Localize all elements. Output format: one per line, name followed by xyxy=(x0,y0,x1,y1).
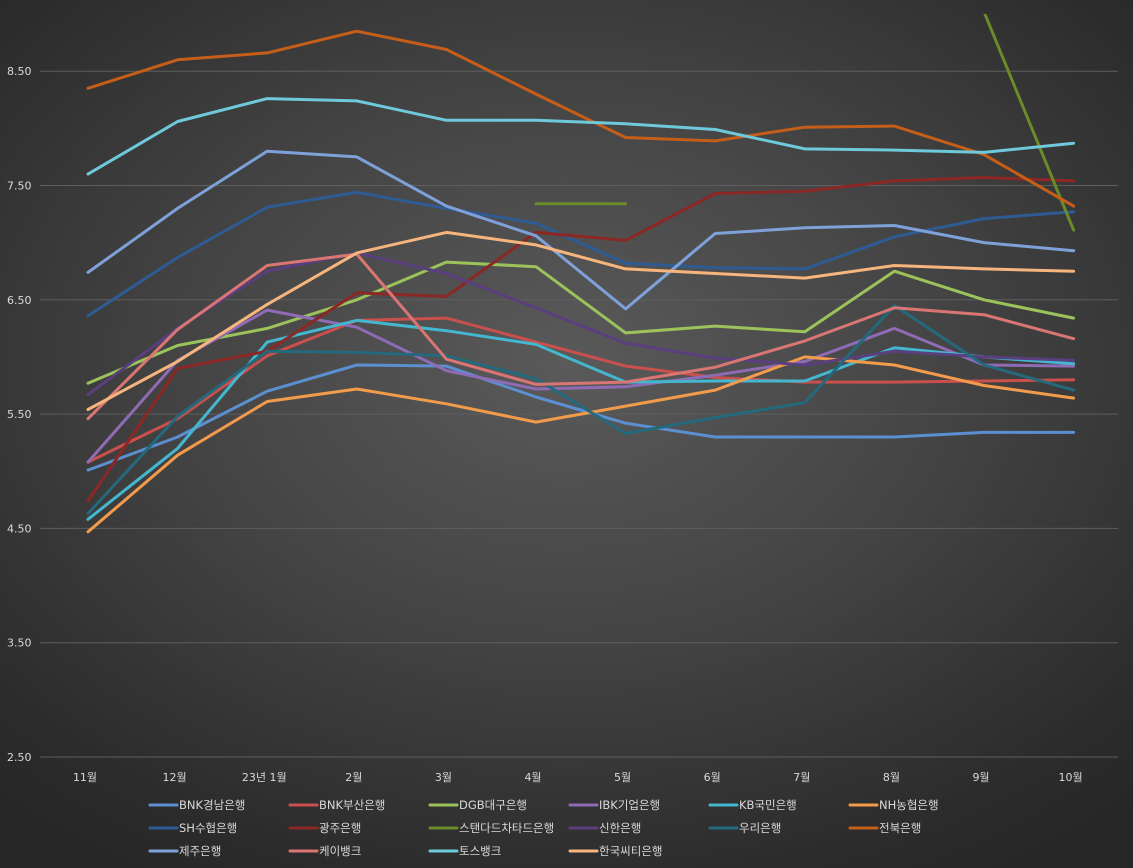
y-tick-label: 3.50 xyxy=(7,637,32,650)
series-2 xyxy=(86,316,1076,464)
legend-item: 우리은행 xyxy=(708,821,781,835)
legend-label: BNK부산은행 xyxy=(319,798,385,812)
legend-item: IBK기업은행 xyxy=(568,798,660,812)
legend-label: NH농협은행 xyxy=(879,798,939,812)
x-tick-label: 12월 xyxy=(163,771,187,784)
legend-label: 전북은행 xyxy=(879,821,921,835)
series-line xyxy=(86,176,1076,503)
x-tick-label: 11월 xyxy=(73,771,97,784)
x-tick-label: 8월 xyxy=(883,771,900,784)
series-line xyxy=(86,363,1076,472)
x-tick-label: 5월 xyxy=(614,771,631,784)
legend-item: 신한은행 xyxy=(568,821,641,835)
series-16 xyxy=(86,230,1076,411)
legend: BNK경남은행 BNK부산은행 DGB대구은행 IBK기업은행 KB국민은행 NH농협은행… xyxy=(148,798,939,858)
legend-label: 스탠다드차타드은행 xyxy=(459,821,554,835)
y-tick-label: 5.50 xyxy=(7,408,32,421)
y-tick-label: 4.50 xyxy=(7,522,32,535)
y-axis-tick-labels: 2.50 3.50 4.50 5.50 6.50 7.50 8.50 xyxy=(7,65,32,764)
series-8 xyxy=(86,176,1076,503)
legend-item: SH수협은행 xyxy=(148,821,237,835)
legend-item: NH농협은행 xyxy=(848,798,939,812)
legend-label: 제주은행 xyxy=(179,844,221,858)
series-11 xyxy=(86,304,1076,515)
y-tick-label: 8.50 xyxy=(7,65,32,78)
series-9 xyxy=(534,14,1076,232)
legend-item: 스탠다드차타드은행 xyxy=(428,821,554,835)
legend-label: KB국민은행 xyxy=(739,798,797,812)
series-line xyxy=(86,251,1076,397)
series-13 xyxy=(86,149,1076,311)
legend-item: 전북은행 xyxy=(848,821,921,835)
y-tick-label: 7.50 xyxy=(7,180,32,193)
legend-item: BNK부산은행 xyxy=(288,798,385,812)
legend-item: 케이뱅크 xyxy=(288,844,361,858)
series-line xyxy=(86,230,1076,411)
series-3 xyxy=(86,260,1076,385)
legend-label: 한국씨티은행 xyxy=(599,844,662,858)
series-7 xyxy=(86,190,1076,318)
legend-item: 한국씨티은행 xyxy=(568,844,662,858)
legend-label: BNK경남은행 xyxy=(179,798,245,812)
series-line xyxy=(86,308,1076,464)
series-5 xyxy=(86,318,1076,521)
series-12 xyxy=(86,29,1076,208)
series-4 xyxy=(86,308,1076,464)
legend-label: DGB대구은행 xyxy=(459,798,527,812)
legend-label: 토스뱅크 xyxy=(459,844,501,858)
series-line xyxy=(86,304,1076,515)
x-tick-label: 10월 xyxy=(1059,771,1083,784)
x-tick-label: 23년 1월 xyxy=(242,771,287,784)
series-6 xyxy=(86,355,1076,534)
series-line xyxy=(86,252,1076,421)
series-line xyxy=(86,316,1076,464)
series-14 xyxy=(86,252,1076,421)
series-lines xyxy=(86,14,1076,534)
series-line xyxy=(86,318,1076,521)
series-line xyxy=(86,149,1076,311)
y-tick-label: 2.50 xyxy=(7,751,32,764)
legend-label: 광주은행 xyxy=(319,821,361,835)
series-line xyxy=(86,29,1076,208)
legend-label: 우리은행 xyxy=(739,821,781,835)
series-line xyxy=(86,190,1076,318)
legend-item: BNK경남은행 xyxy=(148,798,245,812)
legend-item: 토스뱅크 xyxy=(428,844,501,858)
series-10 xyxy=(86,251,1076,397)
legend-label: 신한은행 xyxy=(599,821,641,835)
legend-item: DGB대구은행 xyxy=(428,798,527,812)
series-line xyxy=(86,97,1076,176)
y-tick-label: 6.50 xyxy=(7,294,32,307)
legend-label: SH수협은행 xyxy=(179,821,237,835)
x-tick-label: 6월 xyxy=(704,771,721,784)
legend-item: KB국민은행 xyxy=(708,798,797,812)
x-tick-label: 7월 xyxy=(793,771,810,784)
series-line xyxy=(983,14,1076,232)
x-axis-tick-labels: 11월 12월 23년 1월 2월 3월 4월 5월 6월 7월 8월 9월 10월 xyxy=(73,771,1083,784)
series-1 xyxy=(86,363,1076,472)
legend-label: IBK기업은행 xyxy=(599,798,660,812)
series-line xyxy=(86,355,1076,534)
x-tick-label: 2월 xyxy=(345,771,362,784)
legend-item: 광주은행 xyxy=(288,821,361,835)
series-15 xyxy=(86,97,1076,176)
x-tick-label: 3월 xyxy=(435,771,452,784)
series-line xyxy=(86,260,1076,385)
legend-item: 제주은행 xyxy=(148,844,221,858)
x-tick-label: 4월 xyxy=(524,771,541,784)
x-tick-label: 9월 xyxy=(972,771,989,784)
legend-label: 케이뱅크 xyxy=(319,844,361,858)
